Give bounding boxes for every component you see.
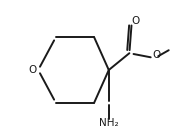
Text: O: O [131,16,139,26]
Text: O: O [153,50,161,60]
Text: NH₂: NH₂ [99,118,119,128]
Text: O: O [28,65,36,75]
